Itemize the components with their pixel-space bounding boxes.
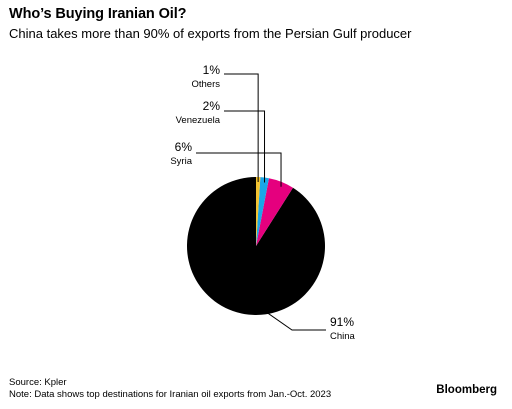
data-label-others: 1% [203, 63, 221, 77]
leader-line-china [241, 294, 326, 331]
source-note: Source: Kpler [9, 377, 67, 388]
category-label-china: China [330, 331, 356, 342]
leader-line-syria [196, 152, 282, 187]
category-label-syria: Syria [170, 156, 192, 167]
footnote: Note: Data shows top destinations for Ir… [9, 389, 332, 400]
leader-line-others [224, 73, 259, 183]
data-label-venezuela: 2% [203, 99, 221, 113]
leader-line-venezuela [224, 110, 266, 183]
category-label-others: Others [191, 79, 220, 90]
data-label-syria: 6% [175, 140, 193, 154]
pie-slice-venezuela [256, 177, 269, 246]
chart-title: Who’s Buying Iranian Oil? [9, 6, 187, 22]
category-label-venezuela: Venezuela [176, 115, 221, 126]
chart-subtitle: China takes more than 90% of exports fro… [9, 26, 412, 41]
bloomberg-logo: Bloomberg [436, 384, 497, 396]
pie-slice-syria [256, 178, 293, 246]
pie-slice-others [256, 177, 261, 246]
pie-slice-china [187, 177, 326, 315]
data-label-china: 91% [330, 315, 354, 329]
